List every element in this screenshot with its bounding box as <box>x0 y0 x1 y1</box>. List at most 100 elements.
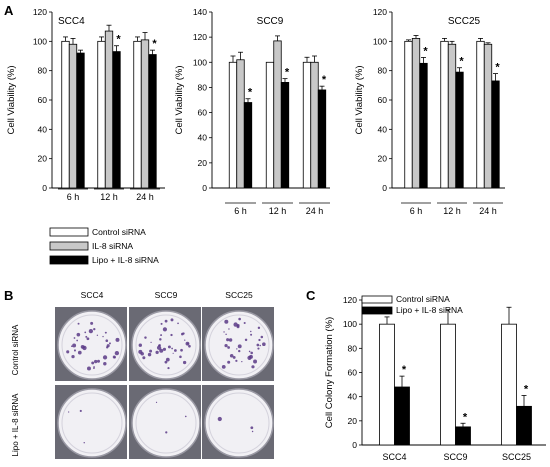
bar-scc25-0-0 <box>404 40 413 189</box>
legend-a-label-control: Control siRNA <box>92 227 146 237</box>
colony-dot <box>182 332 185 335</box>
y-tick-label: 120 <box>33 7 47 17</box>
colony-dot <box>106 344 110 348</box>
colony-dot <box>102 355 108 360</box>
category-label: 24 h <box>479 206 497 216</box>
bar-scc9-2-1 <box>310 61 319 189</box>
colony-dot <box>228 328 230 330</box>
significance-star: * <box>322 74 327 86</box>
category-label: SCC4 <box>382 452 406 462</box>
significance-star: * <box>285 67 290 79</box>
colony-dot <box>180 348 183 352</box>
colony-dot <box>187 342 189 345</box>
significance-star: * <box>459 56 464 68</box>
colony-dot <box>223 331 225 333</box>
colony-dot <box>247 355 252 360</box>
colony-dot <box>93 327 96 331</box>
category-label: 6 h <box>234 206 247 216</box>
y-tick-label: 120 <box>343 295 357 305</box>
chart-scc9-viability: 0 20 40 60 80 100 120 140 Cell Viability (%) SCC9… <box>174 7 330 216</box>
colony-dot <box>105 339 109 343</box>
y-axis-label: Cell Viability (%) <box>6 66 17 135</box>
colony-dot <box>164 319 168 323</box>
legend-c-label-control: Control siRNA <box>396 294 450 304</box>
colony-dot <box>250 426 254 430</box>
y-tick-label: 20 <box>38 154 48 164</box>
plate-rim-1-2 <box>208 392 270 454</box>
colony-dot <box>83 442 85 444</box>
colony-dot <box>114 350 120 356</box>
bar-scc4-0-2 <box>76 52 85 189</box>
colony-dot <box>71 355 75 359</box>
y-tick-label: 80 <box>198 82 208 92</box>
y-tick-label: 120 <box>373 7 387 17</box>
category-label: 12 h <box>443 206 461 216</box>
y-tick-label: 60 <box>378 95 388 105</box>
y-tick-label: 60 <box>198 108 208 118</box>
legend-c: Control siRNA Lipo + IL-8 siRNA <box>361 294 463 315</box>
colony-dot <box>113 356 116 359</box>
bar-scc4-1-2 <box>112 51 121 189</box>
colony-dot <box>159 338 162 341</box>
bar-scc25-0-2 <box>419 62 428 189</box>
colony-dot <box>162 327 167 332</box>
y-tick-label: 80 <box>378 66 388 76</box>
chart-colony-formation: 0 20 40 60 80 100 120 Cell Colony Formation (%)… <box>324 295 546 462</box>
significance-star: * <box>495 62 500 74</box>
colony-dot <box>155 350 159 355</box>
category-label: 6 h <box>67 192 80 202</box>
chart-scc4-viability: 0 20 40 60 80 100 120 Cell Viability (%) SCC4 6 h… <box>6 7 165 202</box>
plate-well-0-1 <box>131 310 201 380</box>
colony-dot <box>227 360 231 364</box>
y-tick-label: 120 <box>193 32 207 42</box>
legend-c-swatch-control <box>361 295 393 304</box>
colony-dot <box>243 321 246 325</box>
y-axis-label: Cell Colony Formation (%) <box>324 317 335 428</box>
y-tick-label: 80 <box>38 66 48 76</box>
category-label: 24 h <box>306 206 324 216</box>
colony-dot <box>80 344 85 349</box>
bar-scc4-2-2 <box>148 54 157 189</box>
colony-dot <box>91 361 95 365</box>
y-tick-label: 0 <box>42 183 47 193</box>
colony-dot <box>165 431 168 434</box>
plate-well-0-0 <box>57 310 127 380</box>
bar-scc4-1-0 <box>97 40 106 189</box>
y-tick-label: 100 <box>373 36 387 46</box>
colony-dot <box>174 349 177 352</box>
chart-title-scc9: SCC9 <box>257 16 284 27</box>
plate-well-1-2 <box>204 388 274 458</box>
colony-dot <box>77 322 80 325</box>
plate-col-header-scc4: SCC4 <box>81 290 104 300</box>
colony-dot <box>88 328 94 334</box>
colony-dot <box>258 338 261 342</box>
legend-c-swatch-lipo <box>361 306 393 315</box>
colony-dot <box>86 337 90 341</box>
significance-star: * <box>248 87 253 99</box>
plate-rim-1-1 <box>135 392 197 454</box>
colony-dot <box>227 346 230 349</box>
colony-dot <box>140 351 144 356</box>
bar-scc9-1-0 <box>265 61 275 189</box>
y-tick-label: 20 <box>348 416 358 426</box>
colony-dot <box>225 333 227 336</box>
colony-dot <box>238 349 241 353</box>
bar-scc25-2-0 <box>476 40 485 189</box>
legend-a-swatch-lipo <box>49 255 89 265</box>
colony-dot <box>93 359 98 364</box>
bar-colony-0-1 <box>394 386 410 446</box>
bar-scc9-1-2 <box>280 82 290 189</box>
colony-dot <box>85 335 88 338</box>
colony-dot <box>226 338 230 342</box>
colony-dot <box>236 323 240 327</box>
colony-dot <box>147 352 152 357</box>
colony-dot <box>97 359 101 363</box>
plate-rim-0-0 <box>61 314 123 376</box>
colony-dot <box>170 318 174 322</box>
colony-dot <box>224 319 229 324</box>
colony-dot <box>250 351 253 355</box>
colony-dot <box>103 362 107 366</box>
colony-dot <box>229 353 234 358</box>
significance-star: * <box>423 45 428 57</box>
